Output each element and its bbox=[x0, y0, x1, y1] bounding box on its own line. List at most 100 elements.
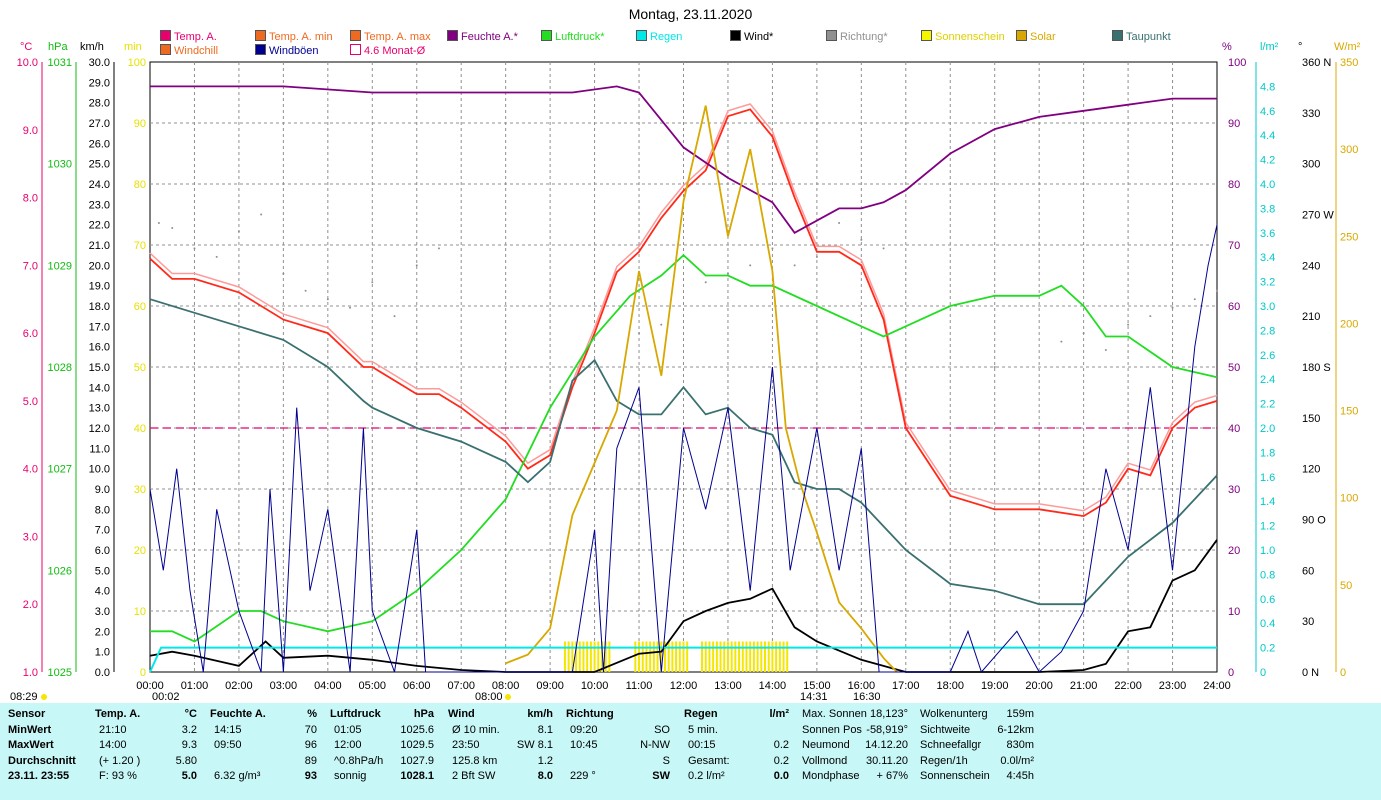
legend-swatch bbox=[541, 30, 552, 41]
sunshine-tick-label: 40 bbox=[134, 423, 146, 435]
legend-label: Windböen bbox=[269, 45, 319, 57]
panel-cell: 4:45h bbox=[1006, 770, 1034, 782]
panel-cell: 0.2 bbox=[773, 754, 789, 767]
panel-col-humidity: Feuchte A.% 14:15 70 09:50 96 89 6.32 g/m³ 93 bbox=[210, 707, 317, 785]
direction-point bbox=[193, 247, 196, 250]
series-line-luftdruck bbox=[150, 253, 1218, 643]
legend-swatch bbox=[160, 44, 171, 55]
rain-tick-label: 3.4 bbox=[1260, 252, 1275, 264]
sunshine-tick-label: 80 bbox=[134, 179, 146, 191]
panel-col-temp: Temp. A. °C 21:10 3.2 14:00 9.3 (+ 1.20 ) 5.80 F… bbox=[95, 707, 197, 785]
panel-cell: Vollmond bbox=[802, 754, 848, 767]
panel-cell: Sonnenschein bbox=[920, 770, 990, 782]
time-tick-label: 21:00 bbox=[1070, 680, 1098, 692]
temp-tick-label: 3.0 bbox=[23, 531, 38, 543]
panel-row: 01:05 1025.6 bbox=[330, 723, 434, 739]
wind-tick-label: 12.0 bbox=[89, 423, 110, 435]
panel-cell: N-NW bbox=[640, 739, 670, 751]
panel-cell: 14.12.20 bbox=[865, 739, 908, 751]
legend-item: Luftdruck* bbox=[541, 30, 605, 43]
panel-cell: 125.8 km bbox=[452, 754, 498, 767]
rain-tick-label: 4.8 bbox=[1260, 81, 1275, 93]
panel-col-pressure: Luftdruck hPa 01:05 1025.6 12:00 1029.5 ^0.8hP… bbox=[330, 707, 434, 785]
panel-row: MinWert bbox=[8, 723, 88, 739]
direction-point bbox=[237, 230, 240, 233]
rain-tick-label: 3.0 bbox=[1260, 301, 1275, 313]
legend-swatch bbox=[921, 30, 932, 41]
direction-point bbox=[415, 264, 418, 267]
panel-cell: 70 bbox=[304, 723, 317, 736]
direction-point bbox=[860, 238, 863, 241]
wind-tick-label: 24.0 bbox=[89, 179, 110, 191]
panel-cell: SO bbox=[654, 723, 670, 736]
temp-tick-label: 10.0 bbox=[17, 57, 38, 69]
legend-item: Temp. A. bbox=[160, 30, 217, 43]
series-line-feuchte-a bbox=[150, 85, 1217, 234]
direction-point bbox=[704, 281, 707, 284]
panel-cell: Neumond bbox=[802, 739, 850, 751]
series-line-windboeen bbox=[149, 224, 1218, 673]
direction-point bbox=[260, 213, 263, 216]
time-tick-label: 05:00 bbox=[359, 680, 387, 692]
legend-item: Temp. A. min bbox=[255, 30, 333, 43]
axis-unit-label: l/m² bbox=[1260, 41, 1279, 53]
panel-col-rain: Regen l/m² 5 min. 00:15 0.2 Gesamt: 0.2 0.2 l/m… bbox=[684, 707, 789, 785]
panel-col-direction: Richtung 09:20 SO 10:45 N-NW S 229 ° SW bbox=[566, 707, 670, 785]
legend-swatch bbox=[826, 30, 837, 41]
legend-swatch bbox=[160, 30, 171, 41]
direction-point bbox=[1060, 340, 1063, 343]
panel-row: Ø 10 min. 8.1 bbox=[448, 723, 553, 739]
panel-row: S bbox=[566, 754, 670, 770]
panel-row: Sonnenschein 4:45h bbox=[920, 769, 1034, 785]
panel-cell: Sensor bbox=[8, 708, 46, 720]
panel-col-weather: Wolkenunterg 159m Sichtweite 6-12km Schneefa… bbox=[920, 707, 1034, 785]
panel-cell: SW 8.1 bbox=[516, 739, 553, 751]
panel-cell: km/h bbox=[527, 708, 553, 720]
wind-tick-label: 2.0 bbox=[95, 626, 110, 638]
series-line-regen bbox=[149, 646, 1217, 673]
wind-tick-label: 14.0 bbox=[89, 382, 110, 394]
panel-cell: 10:45 bbox=[570, 739, 598, 751]
time-tick-label: 14:00 bbox=[759, 680, 787, 692]
direction-point bbox=[215, 255, 218, 258]
direction-tick-label: 120 bbox=[1302, 464, 1320, 476]
solar-tick-label: 0 bbox=[1340, 667, 1346, 679]
rain-tick-label: 2.8 bbox=[1260, 325, 1275, 337]
rain-tick-label: 2.4 bbox=[1260, 374, 1275, 386]
direction-point bbox=[882, 247, 885, 250]
humidity-tick-label: 90 bbox=[1228, 118, 1240, 130]
panel-cell: 5.0 bbox=[181, 770, 197, 782]
panel-row: 23:50 SW 8.1 bbox=[448, 738, 553, 754]
pressure-tick-label: 1029 bbox=[48, 260, 72, 272]
panel-row: Regen l/m² bbox=[684, 707, 789, 723]
temp-tick-label: 1.0 bbox=[23, 667, 38, 679]
solar-tick-label: 350 bbox=[1340, 57, 1358, 69]
panel-row: 0.2 l/m² 0.0 bbox=[684, 769, 789, 785]
panel-cell: 8.0 bbox=[537, 770, 553, 782]
panel-cell: Regen/1h bbox=[920, 754, 968, 767]
direction-point bbox=[437, 247, 440, 250]
axis-unit-label: min bbox=[124, 41, 142, 53]
panel-cell: 93 bbox=[304, 770, 317, 782]
panel-cell: -58,919° bbox=[866, 723, 908, 736]
time-tick-label: 07:00 bbox=[447, 680, 475, 692]
panel-cell: 2 Bft SW bbox=[452, 770, 496, 782]
weather-chart: 10.09.08.07.06.05.04.03.02.01.0103110301… bbox=[10, 57, 1358, 703]
rain-tick-label: 4.4 bbox=[1260, 130, 1275, 142]
panel-cell: + 67% bbox=[876, 770, 909, 782]
humidity-tick-label: 10 bbox=[1228, 606, 1240, 618]
pressure-tick-label: 1027 bbox=[48, 464, 72, 476]
wind-tick-label: 10.0 bbox=[89, 464, 110, 476]
axis-unit-label: W/m² bbox=[1334, 41, 1361, 53]
direction-tick-label: 180 S bbox=[1302, 362, 1331, 374]
tmin-time-label: 00:02 bbox=[152, 691, 180, 703]
time-tick-label: 13:00 bbox=[714, 680, 742, 692]
time-tick-label: 16:00 bbox=[848, 680, 876, 692]
rain-tick-label: 1.4 bbox=[1260, 496, 1275, 508]
direction-tick-label: 300 bbox=[1302, 159, 1320, 171]
wind-tick-label: 4.0 bbox=[95, 586, 110, 598]
panel-cell: 01:05 bbox=[334, 723, 362, 736]
pressure-tick-label: 1025 bbox=[48, 667, 72, 679]
direction-tick-label: 330 bbox=[1302, 108, 1320, 120]
panel-col-sensor: Sensor MinWert MaxWert Durchschnitt 23.11. 2… bbox=[8, 707, 88, 785]
